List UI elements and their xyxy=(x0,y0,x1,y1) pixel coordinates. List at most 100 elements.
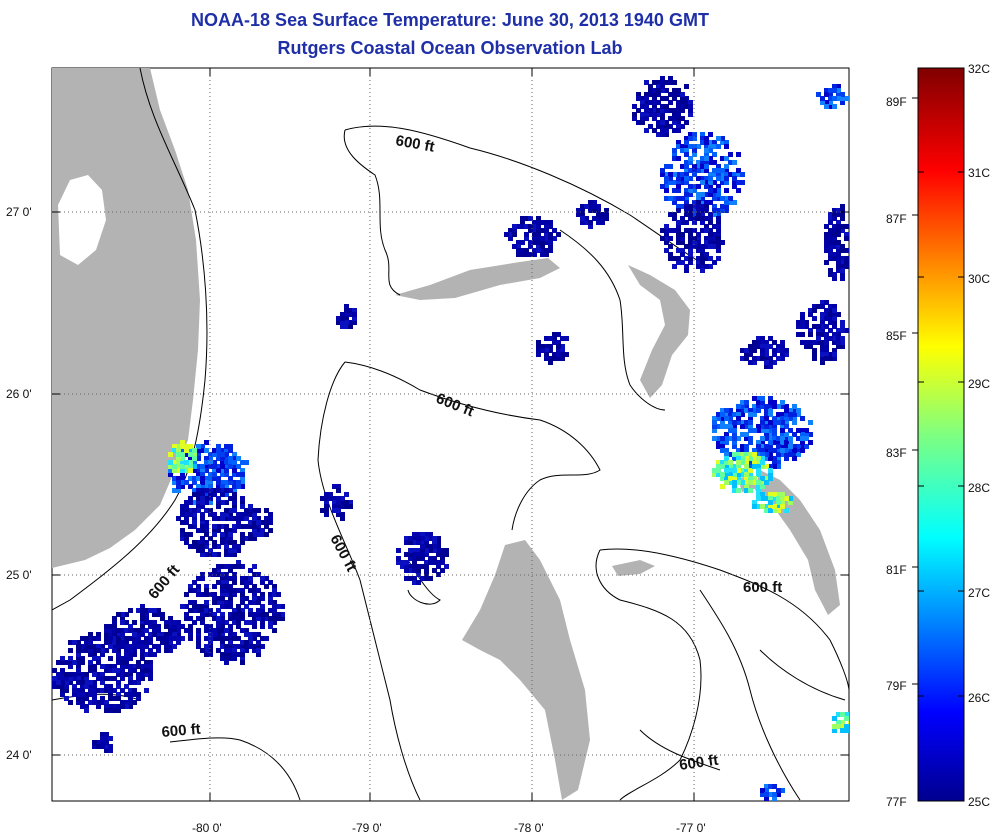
sst-pixel xyxy=(700,192,705,197)
sst-pixel xyxy=(268,516,273,521)
sst-pixel xyxy=(816,304,821,309)
sst-pixel xyxy=(692,172,697,177)
sst-pixel xyxy=(112,632,117,637)
sst-pixel xyxy=(552,340,557,345)
sst-pixel xyxy=(152,644,157,649)
sst-pixel xyxy=(228,636,233,641)
sst-pixel xyxy=(200,448,205,453)
sst-pixel xyxy=(576,212,581,217)
sst-pixel xyxy=(196,576,201,581)
sst-pixel xyxy=(416,556,421,561)
sst-pixel xyxy=(140,676,145,681)
sst-pixel xyxy=(216,484,221,489)
sst-pixel xyxy=(540,236,545,241)
sst-pixel xyxy=(212,524,217,529)
sst-pixel xyxy=(220,456,225,461)
sst-pixel xyxy=(604,208,609,213)
sst-pixel xyxy=(768,420,773,425)
sst-pixel xyxy=(236,560,241,565)
sst-pixel xyxy=(716,468,721,473)
sst-pixel xyxy=(108,704,113,709)
sst-pixel xyxy=(252,536,257,541)
sst-pixel xyxy=(220,468,225,473)
sst-pixel xyxy=(532,232,537,237)
sst-pixel xyxy=(760,452,765,457)
sst-pixel xyxy=(128,676,133,681)
sst-pixel xyxy=(724,140,729,145)
sst-pixel xyxy=(104,736,109,741)
sst-pixel xyxy=(776,452,781,457)
sst-pixel xyxy=(836,340,841,345)
sst-pixel xyxy=(656,108,661,113)
sst-pixel xyxy=(224,516,229,521)
sst-pixel xyxy=(108,684,113,689)
sst-pixel xyxy=(336,512,341,517)
sst-pixel xyxy=(248,588,253,593)
sst-pixel xyxy=(176,632,181,637)
sst-pixel xyxy=(752,456,757,461)
sst-pixel xyxy=(840,244,845,249)
sst-pixel xyxy=(668,108,673,113)
sst-pixel xyxy=(704,144,709,149)
sst-pixel xyxy=(684,256,689,261)
sst-pixel xyxy=(836,264,841,269)
sst-pixel xyxy=(260,576,265,581)
sst-pixel xyxy=(436,544,441,549)
sst-pixel xyxy=(764,504,769,509)
sst-pixel xyxy=(672,128,677,133)
sst-pixel xyxy=(756,468,761,473)
sst-pixel xyxy=(800,428,805,433)
sst-pixel xyxy=(836,312,841,317)
sst-pixel xyxy=(528,252,533,257)
sst-pixel xyxy=(260,592,265,597)
sst-pixel xyxy=(248,636,253,641)
sst-pixel xyxy=(216,504,221,509)
sst-pixel xyxy=(840,256,845,261)
sst-pixel xyxy=(212,476,217,481)
sst-pixel xyxy=(660,128,665,133)
sst-pixel xyxy=(104,632,109,637)
sst-pixel xyxy=(712,196,717,201)
sst-pixel xyxy=(236,456,241,461)
sst-pixel xyxy=(176,624,181,629)
sst-pixel xyxy=(800,440,805,445)
sst-pixel xyxy=(332,508,337,513)
sst-pixel xyxy=(780,496,785,501)
sst-pixel xyxy=(168,624,173,629)
sst-pixel xyxy=(668,212,673,217)
colorbar-label-c: 28C xyxy=(968,481,990,495)
sst-pixel xyxy=(212,472,217,477)
sst-pixel xyxy=(200,512,205,517)
sst-pixel xyxy=(180,448,185,453)
sst-pixel xyxy=(84,696,89,701)
sst-pixel xyxy=(772,428,777,433)
sst-pixel xyxy=(344,504,349,509)
sst-pixel xyxy=(320,496,325,501)
sst-pixel xyxy=(784,412,789,417)
sst-pixel xyxy=(408,576,413,581)
sst-pixel xyxy=(672,216,677,221)
sst-pixel xyxy=(212,572,217,577)
sst-pixel xyxy=(180,512,185,517)
sst-pixel xyxy=(76,676,81,681)
sst-pixel xyxy=(264,516,269,521)
sst-pixel xyxy=(180,520,185,525)
sst-pixel xyxy=(120,620,125,625)
sst-pixel xyxy=(132,640,137,645)
sst-pixel xyxy=(344,308,349,313)
sst-pixel xyxy=(140,668,145,673)
sst-pixel xyxy=(716,444,721,449)
sst-pixel xyxy=(168,472,173,477)
sst-pixel xyxy=(216,600,221,605)
sst-pixel xyxy=(224,532,229,537)
sst-pixel xyxy=(760,440,765,445)
sst-pixel xyxy=(764,428,769,433)
sst-pixel xyxy=(676,208,681,213)
sst-pixel xyxy=(772,448,777,453)
sst-pixel xyxy=(700,252,705,257)
sst-pixel xyxy=(92,688,97,693)
sst-pixel xyxy=(164,644,169,649)
sst-pixel xyxy=(428,556,433,561)
sst-pixel xyxy=(836,252,841,257)
sst-pixel xyxy=(224,620,229,625)
